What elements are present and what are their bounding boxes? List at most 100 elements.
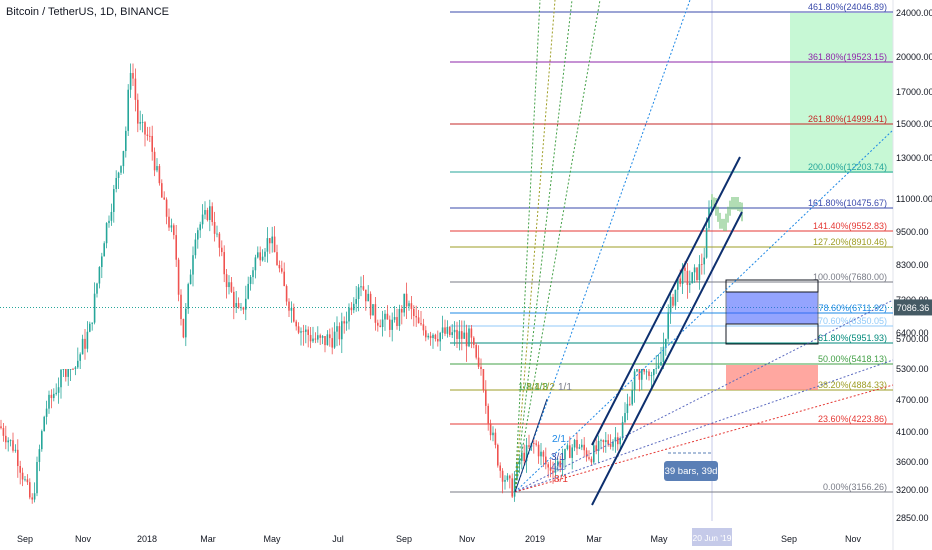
candle-body <box>348 307 350 322</box>
range-tag <box>664 461 718 481</box>
candle-body <box>614 437 617 442</box>
candle-body <box>161 183 163 198</box>
candle-body <box>283 271 285 287</box>
candle-body <box>686 270 689 285</box>
candle-body <box>537 444 540 457</box>
candle-body <box>115 177 117 190</box>
candle-body <box>312 338 314 342</box>
candle-body <box>427 335 429 338</box>
candle-body <box>504 479 506 482</box>
candle-body <box>389 319 391 330</box>
candle-body <box>691 272 693 284</box>
candle-body <box>528 445 530 447</box>
candle-body <box>451 332 453 335</box>
candle-body <box>189 274 192 285</box>
fan-line <box>514 384 894 493</box>
candle-body <box>341 321 343 340</box>
candle-body <box>470 328 473 338</box>
candle-body <box>79 354 81 361</box>
candle-body <box>374 304 377 323</box>
candle-body <box>583 444 585 451</box>
y-tick-label: 11000.00 <box>896 194 932 204</box>
y-tick-label: 20000.00 <box>896 52 932 62</box>
candle-body <box>53 393 55 399</box>
candle-body <box>494 432 497 445</box>
candle-body <box>684 267 686 271</box>
candle-body <box>211 206 213 223</box>
candle-body <box>545 456 547 465</box>
fib-label: 61.80%(5951.93) <box>818 333 887 343</box>
candle-body <box>434 334 437 340</box>
candle-body <box>249 277 252 284</box>
candle-body <box>523 452 525 462</box>
candle-body <box>576 439 578 449</box>
fan-label: 3/1 <box>551 452 565 463</box>
candle-body <box>660 361 662 366</box>
candle-body <box>554 466 557 473</box>
candle-body <box>643 369 645 372</box>
candle-body <box>650 375 653 377</box>
candle-body <box>65 369 67 377</box>
candle-body <box>309 334 312 342</box>
candle-body <box>501 470 504 482</box>
candle-body <box>233 291 235 308</box>
candle-body <box>588 457 590 459</box>
candle-body <box>480 366 482 369</box>
candle-body <box>103 243 105 257</box>
y-tick-label: 24000.00 <box>896 8 932 18</box>
candle-body <box>468 328 470 347</box>
candle-body <box>177 259 180 295</box>
candle-body <box>617 437 619 445</box>
candle-body <box>285 286 288 302</box>
candle-body <box>0 426 2 429</box>
candle-body <box>525 445 528 462</box>
fib-label: 0.00%(3156.26) <box>823 482 887 492</box>
candle-body <box>420 323 422 325</box>
range-measure: 39 bars, 39d <box>664 452 718 481</box>
y-tick-label: 13000.00 <box>896 153 932 163</box>
candle-body <box>398 308 401 326</box>
candle-body <box>240 307 242 309</box>
candle-body <box>607 440 609 445</box>
candle-body <box>134 78 137 100</box>
candle-body <box>633 371 636 391</box>
candle-body <box>305 329 307 332</box>
fib-levels: 0.00%(3156.26) 23.60%(4223.86) 38.20%(4884… <box>450 2 893 493</box>
candle-body <box>631 390 633 405</box>
fan-line <box>514 0 691 493</box>
candle-body <box>290 307 293 311</box>
candle-body <box>629 403 631 405</box>
candle-body <box>326 334 329 346</box>
candle-body <box>377 322 379 326</box>
y-tick-label: 4100.00 <box>896 427 929 437</box>
candle-body <box>542 451 545 457</box>
candle-body <box>482 369 485 391</box>
candle-body <box>636 369 638 372</box>
candle-body <box>696 267 698 281</box>
projection <box>711 194 743 232</box>
candle-body <box>197 230 199 240</box>
x-highlight-box <box>692 528 732 546</box>
blue-box <box>725 291 819 325</box>
candle-body <box>77 360 79 368</box>
candle-body <box>9 440 12 442</box>
y-tick-label: 4700.00 <box>896 395 929 405</box>
candle-body <box>497 444 499 466</box>
candle-body <box>257 252 259 258</box>
fan-label: 2/1 <box>552 434 566 445</box>
candle-body <box>573 439 576 448</box>
candle-body <box>609 444 612 447</box>
candle-body <box>201 214 204 225</box>
candle-body <box>465 332 468 347</box>
candle-body <box>422 324 425 331</box>
candle-body <box>365 289 367 302</box>
candle-body <box>485 390 487 406</box>
candle-body <box>228 282 230 288</box>
candle-body <box>600 440 602 441</box>
candle-body <box>379 325 381 327</box>
candle-body <box>705 227 708 258</box>
candle-body <box>612 441 614 447</box>
fan-label: 1/4 <box>526 382 540 393</box>
fib-label: 127.20%(8910.46) <box>813 237 887 247</box>
candle-body <box>338 326 341 340</box>
